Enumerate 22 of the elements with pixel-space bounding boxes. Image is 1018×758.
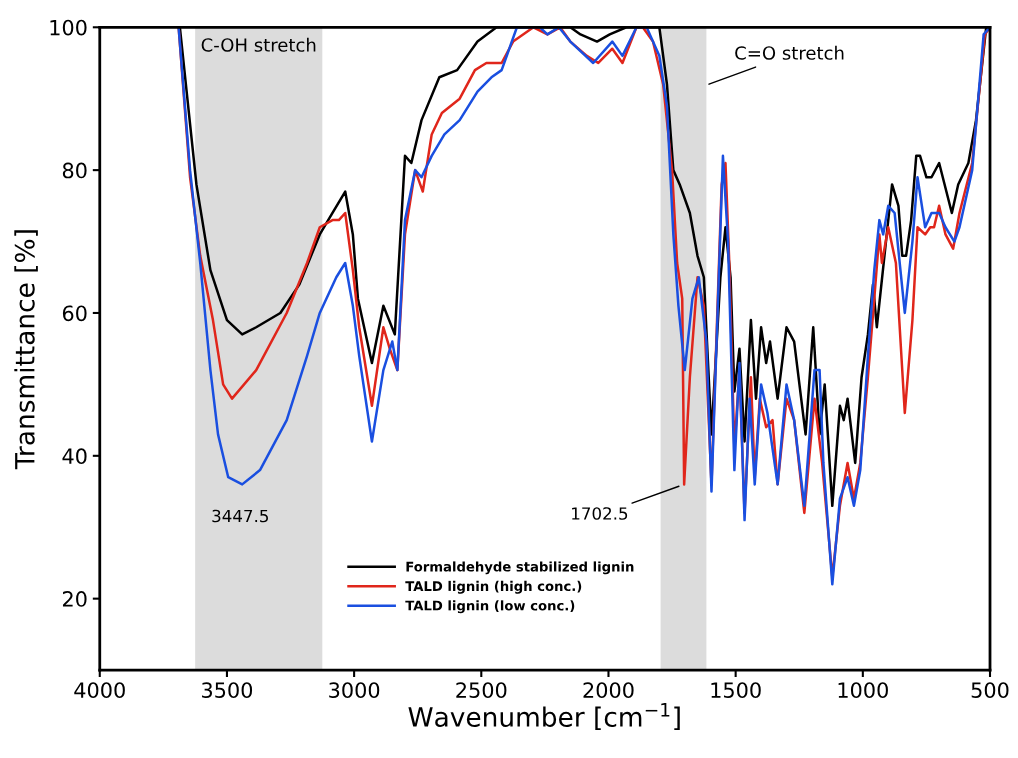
x-tick-label: 3500 (202, 682, 253, 698)
x-tick-label: 1500 (711, 682, 761, 698)
legend-label: Formaldehyde stabilized lignin (406, 561, 634, 575)
x-tick-label: 1000 (838, 682, 888, 698)
annotation: 3447.5 (212, 509, 268, 523)
y-tick-label: 80 (62, 162, 87, 179)
y-tick-label: 100 (50, 19, 87, 36)
annotation: 1702.5 (572, 507, 628, 520)
y-axis-title: Transmittance [%] (14, 230, 38, 470)
y-tick-label: 40 (62, 448, 87, 465)
legend-label: TALD lignin (low conc.) (405, 600, 575, 614)
band-label: C=O stretch (735, 45, 844, 60)
x-tick-label: 3000 (329, 682, 380, 698)
y-tick-label: 20 (62, 591, 87, 607)
x-axis-title: Wavenumber [cm$^{−1}$] (408, 703, 680, 731)
legend-label: TALD lignin (high conc.) (405, 580, 582, 594)
x-tick-label: 500 (971, 682, 1009, 698)
x-tick-label: 2000 (583, 682, 634, 698)
x-tick-label: 4000 (74, 682, 125, 698)
band-label: C-OH stretch (201, 37, 316, 52)
x-tick-label: 2500 (456, 682, 507, 698)
y-tick-label: 60 (62, 305, 87, 322)
